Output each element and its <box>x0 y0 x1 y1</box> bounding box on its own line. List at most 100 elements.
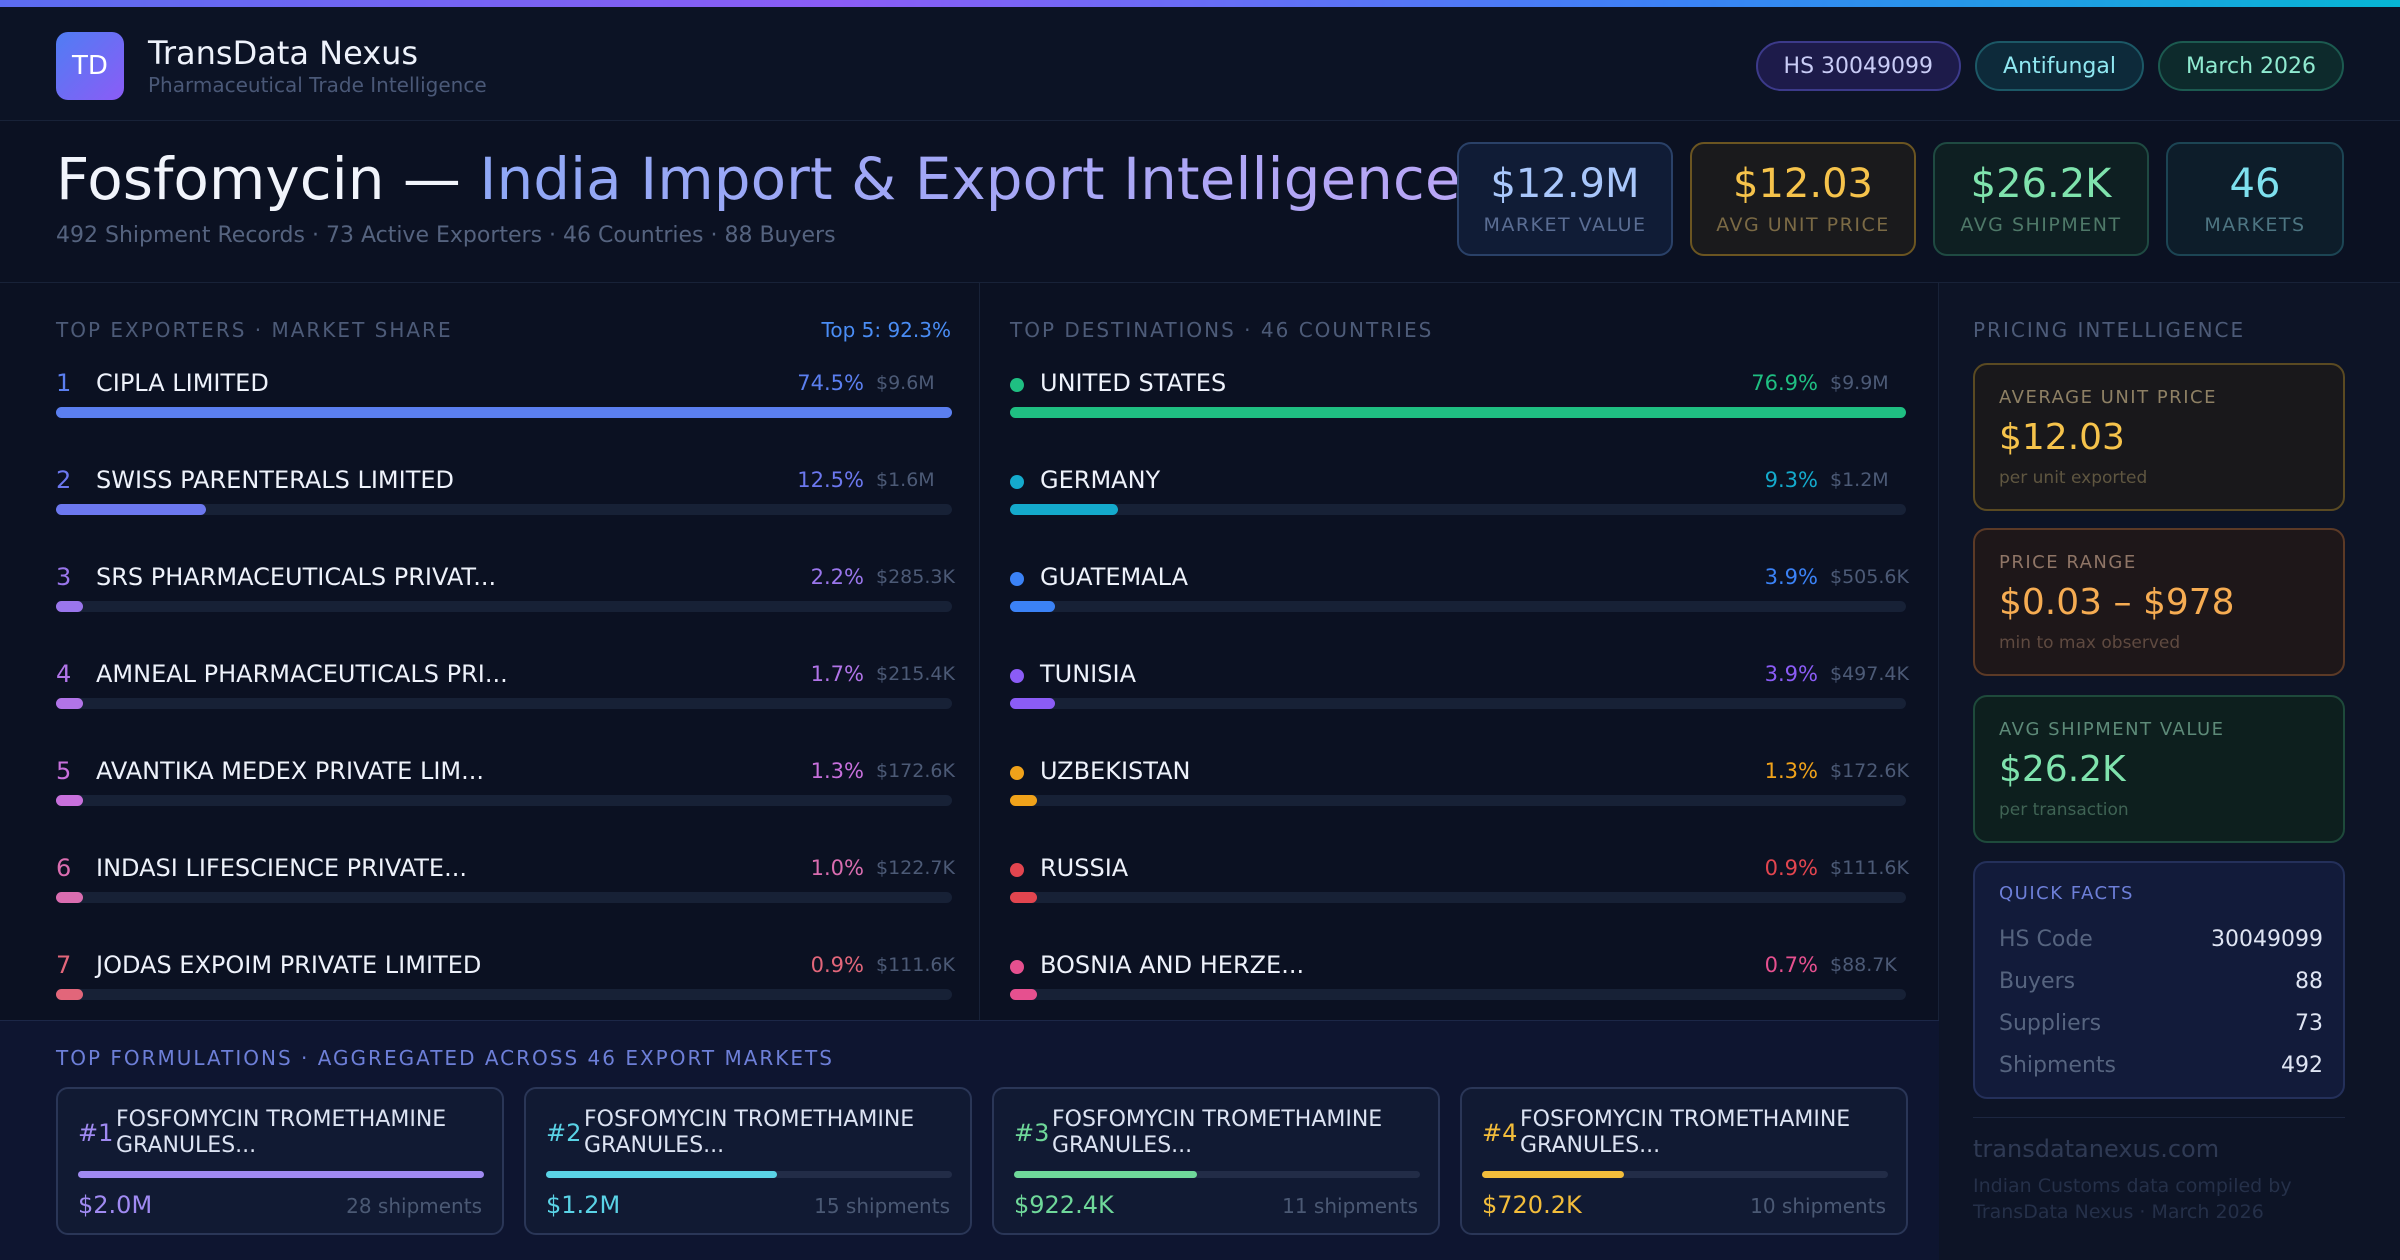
kpi-avg-shipment: $26.2K AVG SHIPMENT <box>1933 142 2149 256</box>
share-bar-fill <box>56 698 83 709</box>
exporter-share-pct: 1.3% <box>810 759 864 783</box>
country-dot-icon <box>1010 766 1024 780</box>
destination-value: $1.2M <box>1830 469 1889 491</box>
country-dot-icon <box>1010 572 1024 586</box>
share-bar-track <box>56 892 952 903</box>
share-bar-track <box>56 795 952 806</box>
fact-value: 73 <box>2295 1011 2323 1036</box>
destination-name: UNITED STATES <box>1040 369 1227 397</box>
exporter-share-pct: 12.5% <box>797 468 864 492</box>
formulation-bar-track <box>78 1171 484 1178</box>
destination-name: BOSNIA AND HERZE... <box>1040 951 1305 979</box>
kpi-label: MARKET VALUE <box>1483 214 1647 236</box>
exporter-name: SWISS PARENTERALS LIMITED <box>96 466 455 494</box>
share-bar-fill <box>56 795 83 806</box>
exporter-share-pct: 1.7% <box>810 662 864 686</box>
destination-value: $505.6K <box>1830 566 1909 588</box>
destination-share-pct: 0.9% <box>1764 856 1818 880</box>
destination-row[interactable]: GERMANY 9.3% $1.2M <box>1010 466 1906 526</box>
exporter-value: $172.6K <box>876 760 955 782</box>
exporter-rank: 2 <box>56 466 72 494</box>
share-bar-fill <box>56 989 83 1000</box>
kpi-market-value: $12.9M MARKET VALUE <box>1457 142 1673 256</box>
fact-value: 30049099 <box>2211 927 2323 952</box>
destination-name: UZBEKISTAN <box>1040 757 1191 785</box>
pricing-panel: PRICING INTELLIGENCE AVERAGE UNIT PRICE … <box>1939 283 2400 1260</box>
destination-value: $88.7K <box>1830 954 1897 976</box>
destination-name: GUATEMALA <box>1040 563 1189 591</box>
formulation-card[interactable]: #3 FOSFOMYCIN TROMETHAMINE GRANULES... $92… <box>992 1087 1440 1235</box>
destination-value: $9.9M <box>1830 372 1889 394</box>
fact-key: HS Code <box>1999 927 2093 952</box>
exporter-row[interactable]: 7 JODAS EXPOIM PRIVATE LIMITED 0.9% $111.6K <box>56 951 955 1011</box>
exporter-rank: 7 <box>56 951 72 979</box>
exporter-row[interactable]: 3 SRS PHARMACEUTICALS PRIVAT... 2.2% $285.3… <box>56 563 955 623</box>
card-value: $26.2K <box>1999 749 2126 790</box>
destination-row[interactable]: GUATEMALA 3.9% $505.6K <box>1010 563 1909 623</box>
exporter-name: JODAS EXPOIM PRIVATE LIMITED <box>96 951 482 979</box>
country-dot-icon <box>1010 960 1024 974</box>
fact-buyers: Buyers 88 <box>1999 969 2323 994</box>
exporter-rank: 3 <box>56 563 72 591</box>
share-bar-fill <box>56 504 207 515</box>
destinations-panel: TOP DESTINATIONS · 46 COUNTRIES UNITED S… <box>980 283 1939 1020</box>
share-bar-fill <box>1010 892 1037 903</box>
exporter-share-pct: 0.9% <box>810 953 864 977</box>
formulation-bar-fill <box>78 1171 484 1178</box>
exporter-row[interactable]: 5 AVANTIKA MEDEX PRIVATE LIM... 1.3% $172.6… <box>56 757 955 817</box>
fact-key: Buyers <box>1999 969 2076 994</box>
site-link[interactable]: transdatanexus.com <box>1973 1135 2220 1163</box>
formulation-bar-track <box>546 1171 952 1178</box>
share-bar-track <box>56 601 952 612</box>
kpi-cards: $12.9M MARKET VALUE $12.03 AVG UNIT PRIC… <box>1457 142 2344 256</box>
exporter-row[interactable]: 6 INDASI LIFESCIENCE PRIVATE... 1.0% $122.7… <box>56 854 955 914</box>
formulation-name: FOSFOMYCIN TROMETHAMINE GRANULES... <box>1520 1107 1851 1158</box>
exporter-row[interactable]: 2 SWISS PARENTERALS LIMITED 12.5% $1.6M <box>56 466 952 526</box>
country-dot-icon <box>1010 669 1024 683</box>
exporter-row[interactable]: 4 AMNEAL PHARMACEUTICALS PRI... 1.7% $215.4… <box>56 660 955 720</box>
hs-code-chip[interactable]: HS 30049099 <box>1755 41 1962 91</box>
destination-row[interactable]: RUSSIA 0.9% $111.6K <box>1010 854 1909 914</box>
category-chip[interactable]: Antifungal <box>1975 41 2144 91</box>
formulation-card[interactable]: #2 FOSFOMYCIN TROMETHAMINE GRANULES... $1.… <box>524 1087 972 1235</box>
formulation-shipments: 28 shipments <box>346 1194 482 1218</box>
share-bar-track <box>1010 601 1906 612</box>
formulation-value: $922.4K <box>1014 1191 1114 1219</box>
top-accent-bar <box>0 0 2400 7</box>
share-bar-track <box>1010 407 1906 418</box>
destination-name: GERMANY <box>1040 466 1161 494</box>
share-bar-fill <box>56 407 952 418</box>
avg-shipment-value-card: AVG SHIPMENT VALUE $26.2K per transactio… <box>1973 695 2345 843</box>
share-bar-fill <box>1010 601 1056 612</box>
formulation-rank: #4 <box>1482 1119 1518 1147</box>
formulation-rank: #1 <box>78 1119 114 1147</box>
formulation-bar-fill <box>1014 1171 1197 1178</box>
destination-share-pct: 1.3% <box>1764 759 1818 783</box>
fact-key: Suppliers <box>1999 1011 2102 1036</box>
quick-facts-card: QUICK FACTS HS Code 30049099 Buyers 88 Sup… <box>1973 861 2345 1099</box>
formulation-card[interactable]: #1 FOSFOMYCIN TROMETHAMINE GRANULES... $2.… <box>56 1087 504 1235</box>
destination-row[interactable]: UNITED STATES 76.9% $9.9M <box>1010 369 1906 429</box>
destination-row[interactable]: TUNISIA 3.9% $497.4K <box>1010 660 1909 720</box>
card-note: per unit exported <box>1999 468 2148 488</box>
destination-row[interactable]: BOSNIA AND HERZE... 0.7% $88.7K <box>1010 951 1906 1011</box>
quick-facts-label: QUICK FACTS <box>1999 883 2134 904</box>
formulation-card[interactable]: #4 FOSFOMYCIN TROMETHAMINE GRANULES... $72… <box>1460 1087 1908 1235</box>
kpi-value: 46 <box>2229 161 2281 207</box>
share-bar-track <box>56 989 952 1000</box>
title-product: Fosfomycin — <box>56 145 461 213</box>
formulations-panel: TOP FORMULATIONS · AGGREGATED ACROSS 46 … <box>0 1020 1939 1260</box>
exporter-rank: 6 <box>56 854 72 882</box>
page-subtitle: 492 Shipment Records · 73 Active Exporte… <box>56 223 836 248</box>
fact-suppliers: Suppliers 73 <box>1999 1011 2323 1036</box>
card-label: PRICE RANGE <box>1999 552 2137 573</box>
exporters-heading: TOP EXPORTERS · MARKET SHARE <box>56 318 453 342</box>
exporter-row[interactable]: 1 CIPLA LIMITED 74.5% $9.6M <box>56 369 952 429</box>
share-bar-track <box>56 407 952 418</box>
brand-logo[interactable]: TD <box>56 32 124 100</box>
period-chip[interactable]: March 2026 <box>2157 41 2344 91</box>
destination-value: $497.4K <box>1830 663 1909 685</box>
exporter-share-pct: 1.0% <box>810 856 864 880</box>
fact-key: Shipments <box>1999 1053 2116 1078</box>
destination-row[interactable]: UZBEKISTAN 1.3% $172.6K <box>1010 757 1909 817</box>
